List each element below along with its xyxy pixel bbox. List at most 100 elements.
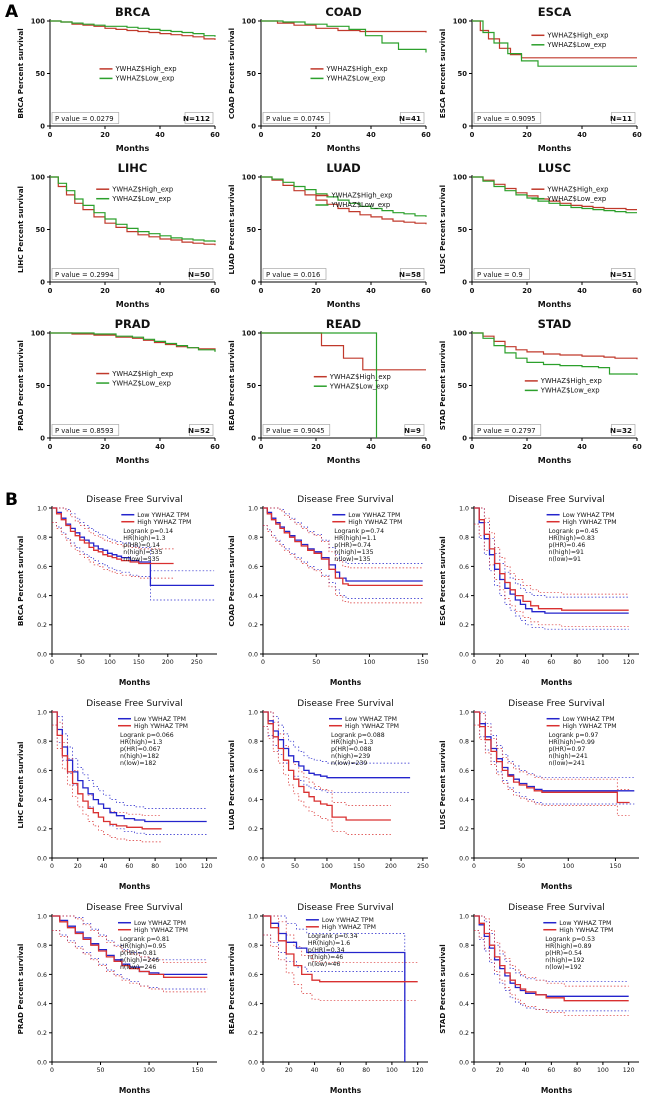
y-tick-label: 0.2: [37, 826, 47, 833]
n-label: N=32: [610, 426, 632, 435]
chart-title: PRAD: [115, 317, 151, 331]
y-tick-label: 0.0: [248, 1059, 258, 1066]
annotation-box: [400, 112, 425, 124]
legend-label: YWHAZ$High_exp: [115, 65, 177, 73]
chart-svg: 0 50 100 150 200 250 0.0 0.2 0.4 0.6 0.8 1.0 Disease…: [16, 495, 217, 687]
x-axis-label: Months: [538, 144, 572, 153]
x-tick-label: 60: [632, 131, 642, 139]
annotation-box: [189, 424, 214, 436]
ci-line: [52, 522, 215, 601]
y-tick-label: 0.2: [248, 1030, 258, 1037]
x-axis-label: Months: [330, 882, 362, 891]
x-tick-label: 0: [48, 287, 53, 295]
stat-line: n(low)=239: [331, 760, 367, 767]
series-line-high: [52, 711, 162, 830]
legend-label: YWHAZ$High_exp: [546, 185, 608, 193]
stat-line: p(HR)=0.14: [123, 542, 160, 549]
stat-line: HR(high)=0.89: [545, 943, 591, 950]
ci-line: [474, 507, 629, 595]
x-tick-label: 40: [311, 1067, 319, 1074]
stat-line: n(high)=182: [120, 753, 159, 760]
ci-line: [52, 930, 208, 993]
x-tick-label: 100: [175, 863, 187, 870]
y-tick-label: 100: [242, 173, 256, 181]
stat-line: Logrank p=0.74: [334, 528, 384, 535]
ci-line: [263, 915, 418, 964]
y-tick-label: 0.6: [459, 768, 469, 775]
x-tick-label: 20: [496, 659, 504, 666]
legend-label: YWHAZ$Low_exp: [546, 41, 606, 49]
legend-label: YWHAZ$Low_exp: [111, 379, 171, 387]
annotation-box: [51, 268, 120, 280]
ci-line: [263, 507, 423, 569]
x-tick-label: 100: [597, 1067, 609, 1074]
x-tick-label: 40: [522, 1067, 530, 1074]
survival-plot-lusc-a: 0 20 40 60 0 50 100 LUSC Months LUSC Percent surv…: [436, 160, 645, 316]
y-tick-label: 1.0: [37, 709, 47, 716]
y-tick-label: 0: [462, 434, 467, 442]
y-tick-label: 1.0: [248, 709, 258, 716]
y-tick-label: 50: [36, 70, 46, 78]
p-value-label: P value = 0.2994: [55, 271, 114, 279]
y-axis-label: LUSC Percent survival: [438, 740, 447, 829]
chart-title: COAD: [325, 5, 361, 19]
survival-plot-esca-a: 0 20 40 60 0 50 100 ESCA Months ESCA Percent surv…: [436, 4, 645, 160]
x-tick-label: 0: [470, 443, 475, 451]
x-tick-label: 0: [261, 659, 265, 666]
y-axis-label: LUSC Percent survival: [438, 185, 447, 274]
series-line-low: [52, 507, 215, 587]
survival-plot-esca-b: 0 20 40 60 80 100 120 0.0 0.2 0.4 0.6 0.8 1.0 Disease…: [436, 492, 645, 696]
stat-line: n(low)=535: [123, 556, 159, 563]
x-tick-label: 0: [472, 863, 476, 870]
annotation-box: [473, 424, 542, 436]
series-line-low: [474, 915, 629, 997]
y-tick-label: 100: [31, 17, 45, 25]
ci-line: [52, 915, 208, 964]
series-line-high: [474, 711, 630, 804]
y-tick-label: 0.8: [248, 943, 258, 950]
legend-label: YWHAZ$High_exp: [546, 32, 608, 40]
series-line-low: [261, 176, 427, 217]
x-tick-label: 20: [496, 1067, 504, 1074]
x-tick-label: 120: [623, 659, 635, 666]
series-line-high: [52, 915, 208, 978]
y-tick-label: 0.8: [37, 739, 47, 746]
stat-line: HR(high)=1.3: [123, 535, 165, 542]
stat-line: n(high)=192: [545, 957, 584, 964]
y-tick-label: 0.6: [37, 972, 47, 979]
legend-label: YWHAZ$High_exp: [329, 373, 391, 381]
x-tick-label: 60: [632, 287, 642, 295]
legend-label: YWHAZ$High_exp: [326, 65, 388, 73]
y-tick-label: 0.4: [248, 1001, 258, 1008]
stat-line: p(HR)=0.54: [545, 950, 582, 957]
legend-label: High YWHAZ TPM: [134, 927, 188, 934]
x-tick-label: 20: [100, 131, 110, 139]
survival-plot-brca-a: 0 20 40 60 0 50 100 BRCA Months BRCA Percent surv…: [14, 4, 223, 160]
series-line-high: [50, 20, 216, 40]
x-tick-label: 0: [470, 287, 475, 295]
legend-label: YWHAZ$Low_exp: [329, 382, 389, 390]
y-tick-label: 0: [40, 434, 45, 442]
x-tick-label: 60: [632, 443, 642, 451]
y-tick-label: 1.0: [37, 505, 47, 512]
y-tick-label: 0.2: [37, 622, 47, 629]
x-tick-label: 120: [201, 863, 213, 870]
x-tick-label: 0: [261, 863, 265, 870]
x-tick-label: 40: [366, 131, 376, 139]
chart-svg: 0 20 40 60 80 100 120 0.0 0.2 0.4 0.6 0.8 1.0 Disease…: [227, 903, 428, 1095]
ci-line: [263, 726, 391, 835]
y-tick-label: 50: [458, 70, 468, 78]
y-tick-label: 0.6: [37, 564, 47, 571]
survival-plot-coad-a: 0 20 40 60 0 50 100 COAD Months COAD Percent surv…: [225, 4, 434, 160]
x-tick-label: 60: [210, 287, 220, 295]
legend-label: YWHAZ$Low_exp: [326, 75, 386, 83]
y-tick-label: 1.0: [248, 505, 258, 512]
y-tick-label: 0.8: [37, 535, 47, 542]
y-tick-label: 1.0: [37, 913, 47, 920]
x-axis-label: Months: [116, 144, 150, 153]
p-value-label: P value = 0.9: [477, 271, 523, 279]
chart-svg: 0 20 40 60 0 50 100 READ Months READ Percent surv…: [227, 317, 431, 465]
chart-title: Disease Free Survival: [508, 495, 605, 505]
stat-line: Logrank p=0.14: [123, 528, 173, 535]
panel-a-grid: 0 20 40 60 0 50 100 BRCA Months BRCA Percent surv…: [14, 4, 655, 472]
